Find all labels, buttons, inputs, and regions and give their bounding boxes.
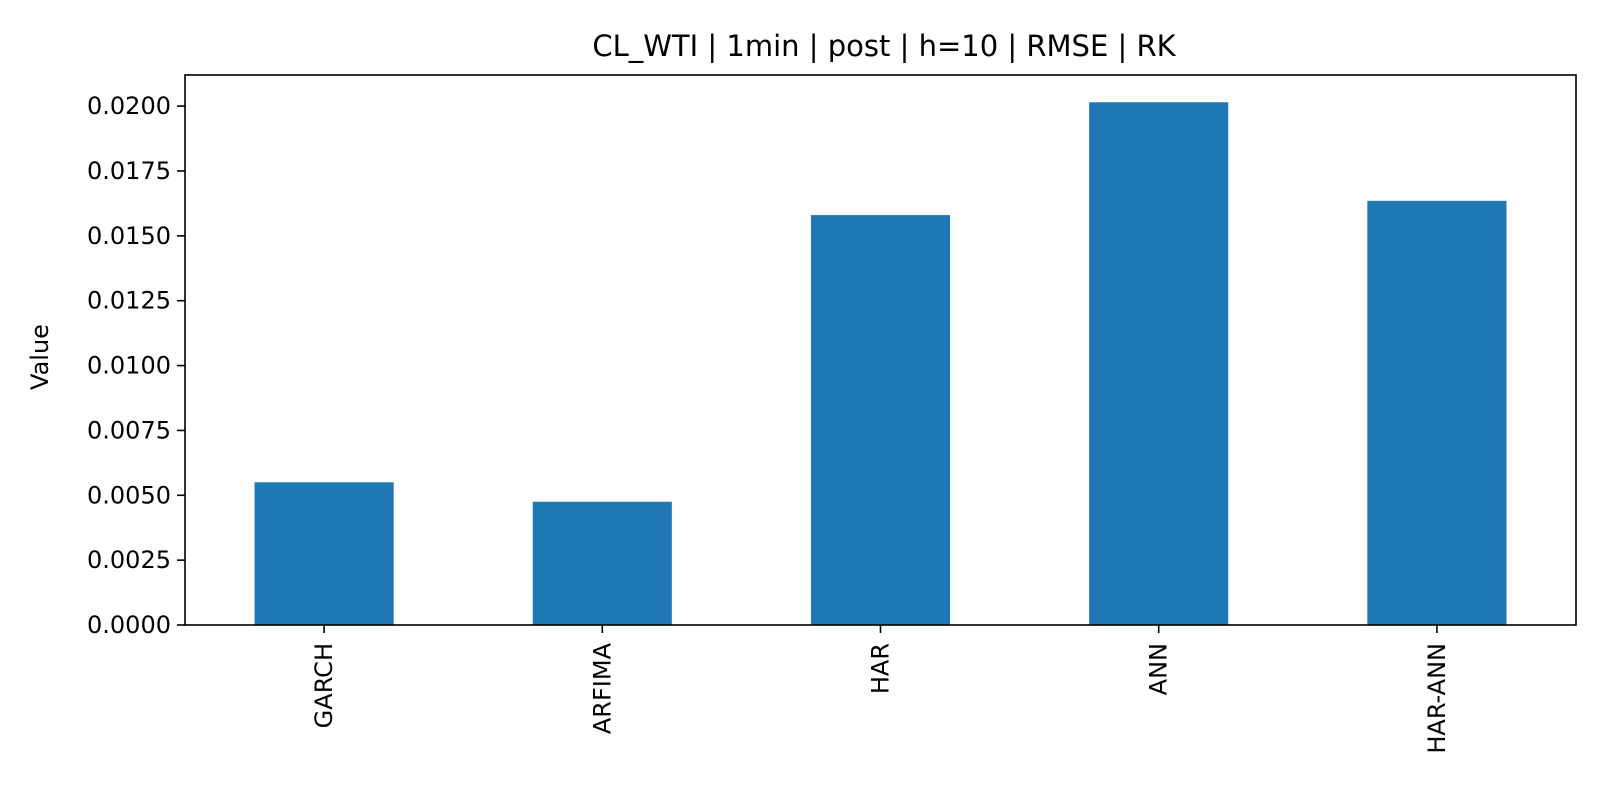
y-tick-label: 0.0025 [87, 546, 171, 574]
x-tick-label: GARCH [310, 643, 338, 728]
y-tick-label: 0.0125 [87, 287, 171, 315]
bar-har-ann [1367, 200, 1507, 625]
plot-area: 0.0000 0.0025 0.0050 0.0075 0.0100 0.0125 0.01… [87, 92, 1507, 754]
x-tick-label: HAR-ANN [1423, 643, 1451, 754]
y-tick-label: 0.0150 [87, 222, 171, 250]
chart-title: CL_WTI | 1min | post | h=10 | RMSE | RK [592, 29, 1176, 63]
y-tick-label: 0.0050 [87, 481, 171, 509]
bar-garch [254, 482, 394, 625]
y-tick-label: 0.0200 [87, 92, 171, 120]
y-axis-label: Value [26, 324, 54, 390]
y-tick-label: 0.0075 [87, 416, 171, 444]
plot-frame [184, 74, 1577, 626]
bar-har [810, 215, 951, 625]
x-tick-label: ARFIMA [588, 642, 616, 734]
y-tick-label: 0.0175 [87, 157, 171, 185]
y-tick-label: 0.0000 [87, 611, 171, 639]
y-tick-label: 0.0100 [87, 352, 171, 380]
bar-arfima [532, 501, 672, 625]
x-tick-label: ANN [1145, 643, 1173, 695]
bar-ann [1089, 102, 1229, 626]
x-tick-label: HAR [867, 643, 895, 694]
